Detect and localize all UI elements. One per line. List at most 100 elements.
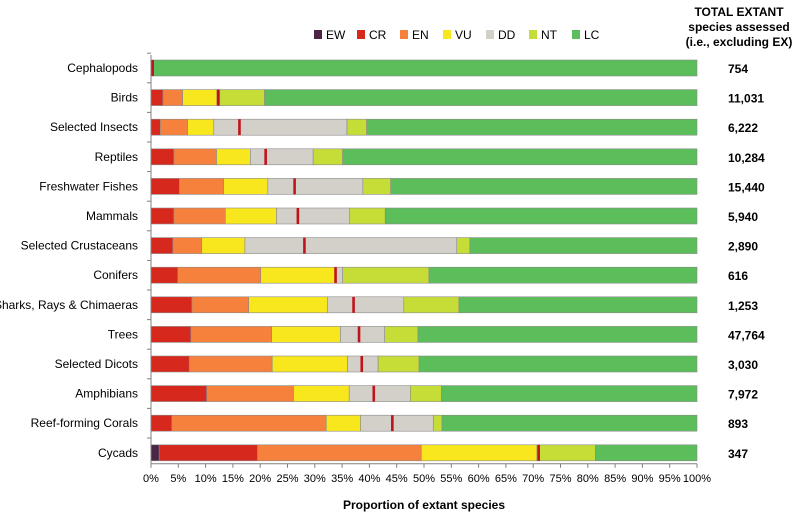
legend-swatch-dd: [486, 30, 494, 39]
bar-segment-nt: [219, 89, 265, 106]
bar-segment-vu: [223, 178, 269, 195]
bar-segment-lc: [441, 385, 698, 402]
x-tick-label: 75%: [549, 473, 571, 485]
bar-segment-vu: [420, 444, 538, 462]
bar-segment-lc: [384, 207, 698, 225]
bar-segment-vu: [260, 266, 337, 284]
bar-segment-cr: [150, 237, 174, 254]
bar-segment-cr: [150, 385, 207, 402]
bar-segment-nt: [346, 118, 367, 136]
x-tick-label: 100%: [683, 473, 711, 485]
bar-segment-en: [171, 414, 327, 432]
bar-segment-vu: [293, 385, 350, 402]
best-estimate-marker: [296, 208, 300, 224]
total-value: 10,284: [728, 151, 765, 165]
bar-row: [150, 414, 698, 432]
bar-segment-dd: [244, 237, 458, 254]
bar-row: [150, 59, 698, 77]
bar-row: [150, 148, 698, 166]
best-estimate-marker: [303, 237, 306, 254]
bar-segment-lc: [152, 59, 698, 77]
bar-segment-nt: [384, 326, 419, 343]
bar-row: [150, 207, 698, 225]
x-tick-label: 45%: [386, 473, 408, 485]
legend-label-en: EN: [412, 28, 429, 42]
best-estimate-marker: [293, 178, 296, 195]
x-tick-label: 60%: [468, 473, 490, 485]
bar-segment-nt: [536, 444, 596, 462]
x-tick-label: 40%: [358, 473, 380, 485]
bar-segment-nt: [432, 414, 443, 432]
bar-segment-en: [179, 178, 224, 195]
bar-segment-vu: [187, 118, 215, 136]
bar-row: [150, 326, 698, 343]
total-value: 3,030: [728, 358, 758, 372]
legend-item-cr: CR: [357, 28, 387, 42]
bar-segment-lc: [595, 444, 698, 462]
x-tick-label: 95%: [659, 473, 681, 485]
bar-segment-cr: [150, 296, 193, 314]
bar-segment-en: [162, 89, 183, 106]
category-label: Mammals: [86, 209, 138, 223]
bar-segment-cr: [158, 444, 258, 462]
category-label: Cephalopods: [67, 61, 138, 75]
bar-segment-cr: [150, 266, 179, 284]
legend-item-nt: NT: [529, 28, 558, 42]
bar-segment-dd: [335, 266, 343, 284]
bar-segment-vu: [201, 237, 246, 254]
x-tick-label: 20%: [249, 473, 271, 485]
bar-segment-vu: [216, 148, 251, 166]
bar-segment-nt: [377, 355, 420, 373]
totals-header-line-1: TOTAL EXTANT: [694, 5, 784, 19]
x-tick-label: 90%: [631, 473, 653, 485]
category-label: Reef-forming Corals: [31, 416, 138, 430]
bar-row: [150, 266, 698, 284]
bar-segment-en: [206, 385, 294, 402]
x-tick-label: 0%: [143, 473, 159, 485]
category-label: Selected Dicots: [55, 357, 138, 371]
legend-label-lc: LC: [584, 28, 600, 42]
legend-item-en: EN: [400, 28, 429, 42]
x-tick-label: 85%: [604, 473, 626, 485]
total-value: 7,972: [728, 388, 758, 402]
x-tick-label: 25%: [276, 473, 298, 485]
total-value: 47,764: [728, 328, 765, 342]
x-tick-label: 35%: [331, 473, 353, 485]
bar-segment-dd: [360, 414, 434, 432]
bar-segment-ew: [150, 444, 160, 462]
x-axis: 0% 5% 10% 15% 20% 25% 30% 35% 40% 45% 50% 55% 60% 65%…: [143, 52, 711, 512]
bar-row: [150, 385, 698, 402]
totals-column: 754 11,031 6,222 10,284 15,440 5,940 2,890 616 1…: [728, 62, 765, 461]
bar-segment-dd: [327, 296, 405, 314]
x-tick-label: 50%: [413, 473, 435, 485]
x-tick-label: 10%: [195, 473, 217, 485]
best-estimate-marker: [151, 60, 154, 76]
bar-segment-dd: [340, 326, 385, 343]
bar-segment-vu: [271, 355, 348, 373]
category-label: Selected Insects: [50, 120, 138, 134]
total-value: 2,890: [728, 240, 758, 254]
bar-segment-nt: [349, 207, 386, 225]
category-label: Freshwater Fishes: [39, 179, 138, 193]
bar-row: [150, 444, 698, 462]
category-label: Amphibians: [75, 387, 138, 401]
x-tick-label: 15%: [222, 473, 244, 485]
bar-row: [150, 118, 698, 136]
stacked-bars: [150, 59, 698, 462]
x-tick-label: 80%: [577, 473, 599, 485]
total-value: 5,940: [728, 210, 758, 224]
category-label: Sharks, Rays & Chimaeras: [0, 298, 138, 312]
bar-segment-cr: [150, 355, 190, 373]
bar-row: [150, 355, 698, 373]
legend-swatch-cr: [357, 30, 365, 39]
bar-segment-vu: [182, 89, 218, 106]
bar-segment-en: [191, 296, 250, 314]
best-estimate-marker: [352, 296, 355, 313]
category-label: Selected Crustaceans: [21, 239, 138, 253]
bar-segment-vu: [248, 296, 328, 314]
x-tick-label: 5%: [170, 473, 186, 485]
bar-segment-dd: [348, 385, 411, 402]
total-value: 893: [728, 417, 748, 431]
x-tick-label: 55%: [440, 473, 462, 485]
